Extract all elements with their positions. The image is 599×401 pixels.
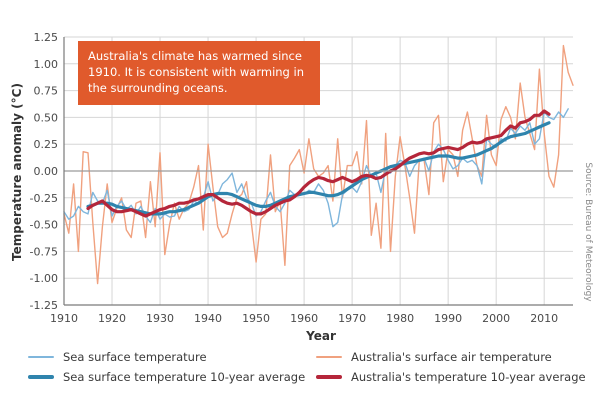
y-tick-label: 0.50 [34,111,59,124]
x-axis-title: Year [305,329,336,343]
series-layer [63,44,574,285]
y-tick-label: 1.25 [34,31,59,44]
legend-item-sea-surface: Sea surface temperature [28,350,207,364]
x-tick-label: 2000 [482,312,510,325]
series-sea-surface-avg-line [86,121,551,216]
y-tick-label: -0.25 [30,192,58,205]
y-axis-title: Temperature anomaly (°C) [10,83,24,261]
series-sea-surface-line [63,108,569,228]
x-tick-label: 1910 [50,312,78,325]
y-tick-label: 0.00 [34,165,59,178]
x-tick-label: 2010 [530,312,558,325]
x-tick-label: 1920 [98,312,126,325]
y-tick-label: -1.25 [30,299,58,312]
legend-swatch-air-avg [316,375,342,379]
legend-label-air: Australia's surface air temperature [351,350,552,364]
source-note: Source: Bureau of Meteorology [583,162,593,302]
legend-item-sea-surface-avg: Sea surface temperature 10-year average [28,370,305,384]
x-tick-label: 1950 [242,312,270,325]
x-tick-label: 1940 [194,312,222,325]
axes [63,37,573,306]
legend-label-sea-surface-avg: Sea surface temperature 10-year average [63,370,306,384]
legend-swatch-sea-surface [28,356,54,358]
legend-label-sea-surface: Sea surface temperature [63,350,207,364]
legend: Sea surface temperature Australia's surf… [28,350,588,394]
x-tick-label: 1930 [146,312,174,325]
x-tick-label: 1960 [290,312,318,325]
y-tick-label: -0.75 [30,245,58,258]
x-tick-label: 1990 [434,312,462,325]
x-tick-label: 1980 [386,312,414,325]
legend-item-air: Australia's surface air temperature [316,350,552,364]
legend-swatch-air [316,356,342,358]
legend-swatch-sea-surface-avg [28,375,54,379]
annotation-box: Australia's climate has warmed since 191… [78,41,320,105]
legend-label-air-avg: Australia's temperature 10-year average [351,370,586,384]
tick-labels: 1.25 1.00 0.75 0.50 0.25 0.00 -0.25 -0.50 -0.75 -… [30,31,559,325]
y-tick-label: 0.75 [34,85,59,98]
annotation-text: Australia's climate has warmed since 191… [88,49,304,95]
series-air-avg-line [86,109,551,218]
x-tick-label: 1970 [338,312,366,325]
y-tick-label: 1.00 [34,58,59,71]
y-tick-label: 0.25 [34,138,59,151]
y-tick-label: -0.50 [30,219,58,232]
y-tick-label: -1.00 [30,272,58,285]
legend-item-air-avg: Australia's temperature 10-year average [316,370,586,384]
